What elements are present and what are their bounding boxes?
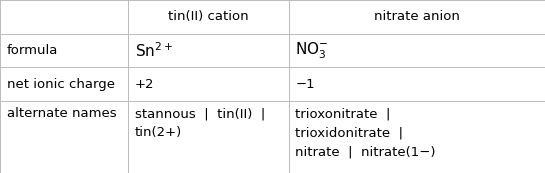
Text: formula: formula [7, 44, 58, 57]
Text: tin(II) cation: tin(II) cation [168, 10, 249, 23]
Text: trioxonitrate  |
trioxidonitrate  |
nitrate  |  nitrate(1−): trioxonitrate | trioxidonitrate | nitrat… [295, 107, 436, 158]
Text: −1: −1 [295, 78, 315, 91]
Text: +2: +2 [135, 78, 154, 91]
Text: $\mathrm{Sn}^{2+}$: $\mathrm{Sn}^{2+}$ [135, 41, 173, 60]
Text: $\mathrm{NO}_3^{-}$: $\mathrm{NO}_3^{-}$ [295, 40, 329, 61]
Text: net ionic charge: net ionic charge [7, 78, 114, 91]
Text: stannous  |  tin(II)  |
tin(2+): stannous | tin(II) | tin(2+) [135, 107, 265, 139]
Text: alternate names: alternate names [7, 107, 116, 120]
Text: nitrate anion: nitrate anion [374, 10, 460, 23]
